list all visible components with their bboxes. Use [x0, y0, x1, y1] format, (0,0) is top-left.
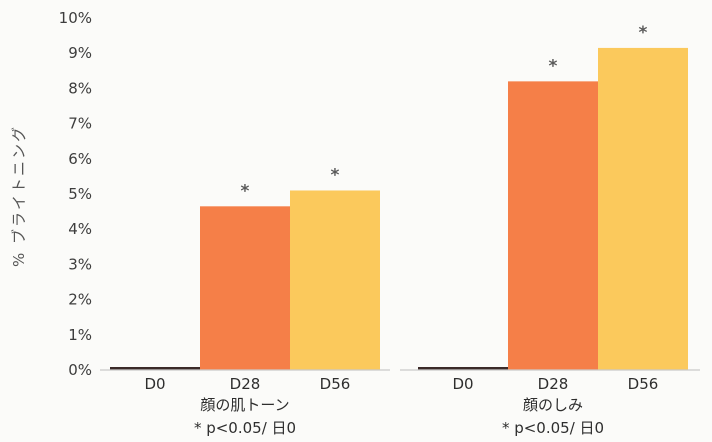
x-tick-label: D0	[144, 375, 165, 393]
bar-d28-group2	[508, 81, 598, 371]
bar-d0-group2	[418, 367, 508, 370]
y-tick-label: 1%	[68, 326, 92, 344]
significance-note: * p<0.05/ 日0	[194, 419, 296, 437]
y-tick-label: 0%	[68, 361, 92, 379]
significance-note: * p<0.05/ 日0	[502, 419, 604, 437]
group-label: 顔のしみ	[523, 396, 583, 414]
significance-marker: *	[639, 23, 648, 43]
y-tick-label: 10%	[59, 9, 92, 27]
x-tick-label: D28	[230, 375, 261, 393]
category-labels: D0 D28 D56 顔の肌トーン * p<0.05/ 日0 D0 D28 D56 顔のしみ * …	[144, 375, 658, 437]
significance-marker: *	[331, 165, 340, 185]
y-tick-label: 8%	[68, 79, 92, 97]
y-tick-label: 5%	[68, 185, 92, 203]
y-axis-ticks: 0% 1% 2% 3% 4% 5% 6% 7% 8% 9% 10%	[59, 9, 92, 379]
y-tick-label: 7%	[68, 115, 92, 133]
x-tick-label: D56	[628, 375, 659, 393]
y-tick-label: 2%	[68, 291, 92, 309]
significance-marker: *	[549, 56, 558, 76]
y-tick-label: 6%	[68, 150, 92, 168]
y-axis-label: % ブライトニング	[10, 125, 28, 267]
bar-d56-group1	[290, 190, 380, 370]
group-label: 顔の肌トーン	[200, 396, 289, 414]
bar-d0-group1	[110, 367, 200, 370]
bar-d28-group1	[200, 206, 290, 370]
y-tick-label: 9%	[68, 44, 92, 62]
significance-marker: *	[241, 181, 250, 201]
x-tick-label: D56	[320, 375, 351, 393]
bar-d56-group2	[598, 47, 688, 371]
y-tick-label: 4%	[68, 220, 92, 238]
x-tick-label: D0	[452, 375, 473, 393]
x-tick-label: D28	[538, 375, 569, 393]
y-tick-label: 3%	[68, 255, 92, 273]
bars: * * * *	[110, 23, 688, 371]
